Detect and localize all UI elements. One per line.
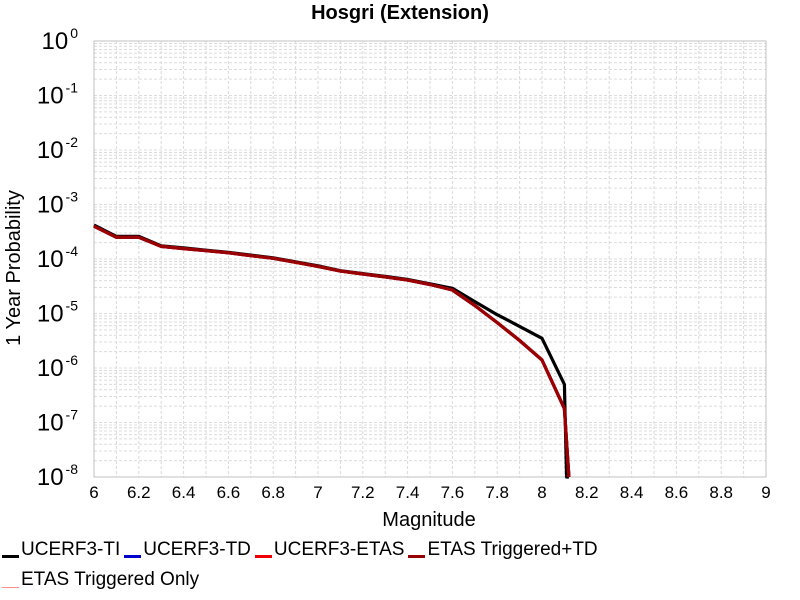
y-tick-label: 10 -4 xyxy=(37,243,78,273)
y-tick-label: 10 -6 xyxy=(37,352,78,382)
y-axis-label: 1 Year Probability xyxy=(3,190,25,346)
legend-swatch xyxy=(254,554,272,558)
legend-label: UCERF3-TI xyxy=(21,539,121,560)
legend-label: UCERF3-ETAS xyxy=(273,539,405,560)
x-tick-label: 7.4 xyxy=(396,483,420,502)
legend-swatch xyxy=(2,554,19,558)
series-line-3 xyxy=(93,224,571,478)
series-layer xyxy=(93,223,571,479)
y-tick-label: 10 -5 xyxy=(37,298,78,328)
plot-frame xyxy=(93,40,767,478)
legend-swatch xyxy=(124,554,142,558)
x-tick-label: 8.4 xyxy=(620,483,644,502)
y-tick-label: 10 -2 xyxy=(37,134,78,164)
legend-label: ETAS Triggered Only xyxy=(21,569,200,590)
x-tick-label: 6.6 xyxy=(217,483,241,502)
x-tick-label: 9 xyxy=(761,483,770,502)
x-tick-label: 6 xyxy=(89,483,98,502)
x-tick-labels: 6 6.2 6.4 6.6 6.8 7 7.2 7.4 7.6 7.8 8 8.2 8.4 8.6 8.8 9 xyxy=(89,483,770,502)
legend: UCERF3-TI UCERF3-TD UCERF3-ETAS ETAS Trigge… xyxy=(0,537,800,597)
legend-label: UCERF3-TD xyxy=(143,539,251,560)
legend-swatch xyxy=(2,586,19,588)
x-tick-label: 6.2 xyxy=(127,483,151,502)
legend-swatch xyxy=(408,554,426,558)
legend-row: UCERF3-TI UCERF3-TD UCERF3-ETAS ETAS Trigge… xyxy=(2,537,602,563)
y-tick-label: 10 0 xyxy=(42,25,79,55)
x-tick-label: 6.8 xyxy=(261,483,285,502)
legend-label: ETAS Triggered+TD xyxy=(427,539,598,560)
chart-title: Hosgri (Extension) xyxy=(311,2,489,24)
legend-row: ETAS Triggered Only xyxy=(2,567,203,593)
x-tick-label: 7.8 xyxy=(485,483,509,502)
x-tick-label: 7 xyxy=(313,483,322,502)
x-axis-label: Magnitude xyxy=(382,509,475,531)
x-tick-label: 8 xyxy=(537,483,546,502)
x-tick-label: 8.6 xyxy=(665,483,689,502)
x-tick-label: 7.2 xyxy=(351,483,375,502)
y-tick-label: 10 -3 xyxy=(37,189,78,219)
x-tick-label: 7.6 xyxy=(441,483,465,502)
y-tick-label: 10 -1 xyxy=(37,80,78,110)
y-tick-label: 10 -7 xyxy=(37,407,78,437)
legend-item: ETAS Triggered Only xyxy=(2,569,199,591)
legend-item: UCERF3-TD xyxy=(124,539,251,561)
grid xyxy=(93,41,767,478)
legend-item: ETAS Triggered+TD xyxy=(408,539,598,561)
x-tick-label: 8.8 xyxy=(709,483,733,502)
x-tick-label: 8.2 xyxy=(575,483,599,502)
x-tick-label: 6.4 xyxy=(172,483,196,502)
legend-item: UCERF3-ETAS xyxy=(254,539,405,561)
y-tick-label: 10 -8 xyxy=(37,461,78,491)
legend-item: UCERF3-TI xyxy=(2,539,120,561)
